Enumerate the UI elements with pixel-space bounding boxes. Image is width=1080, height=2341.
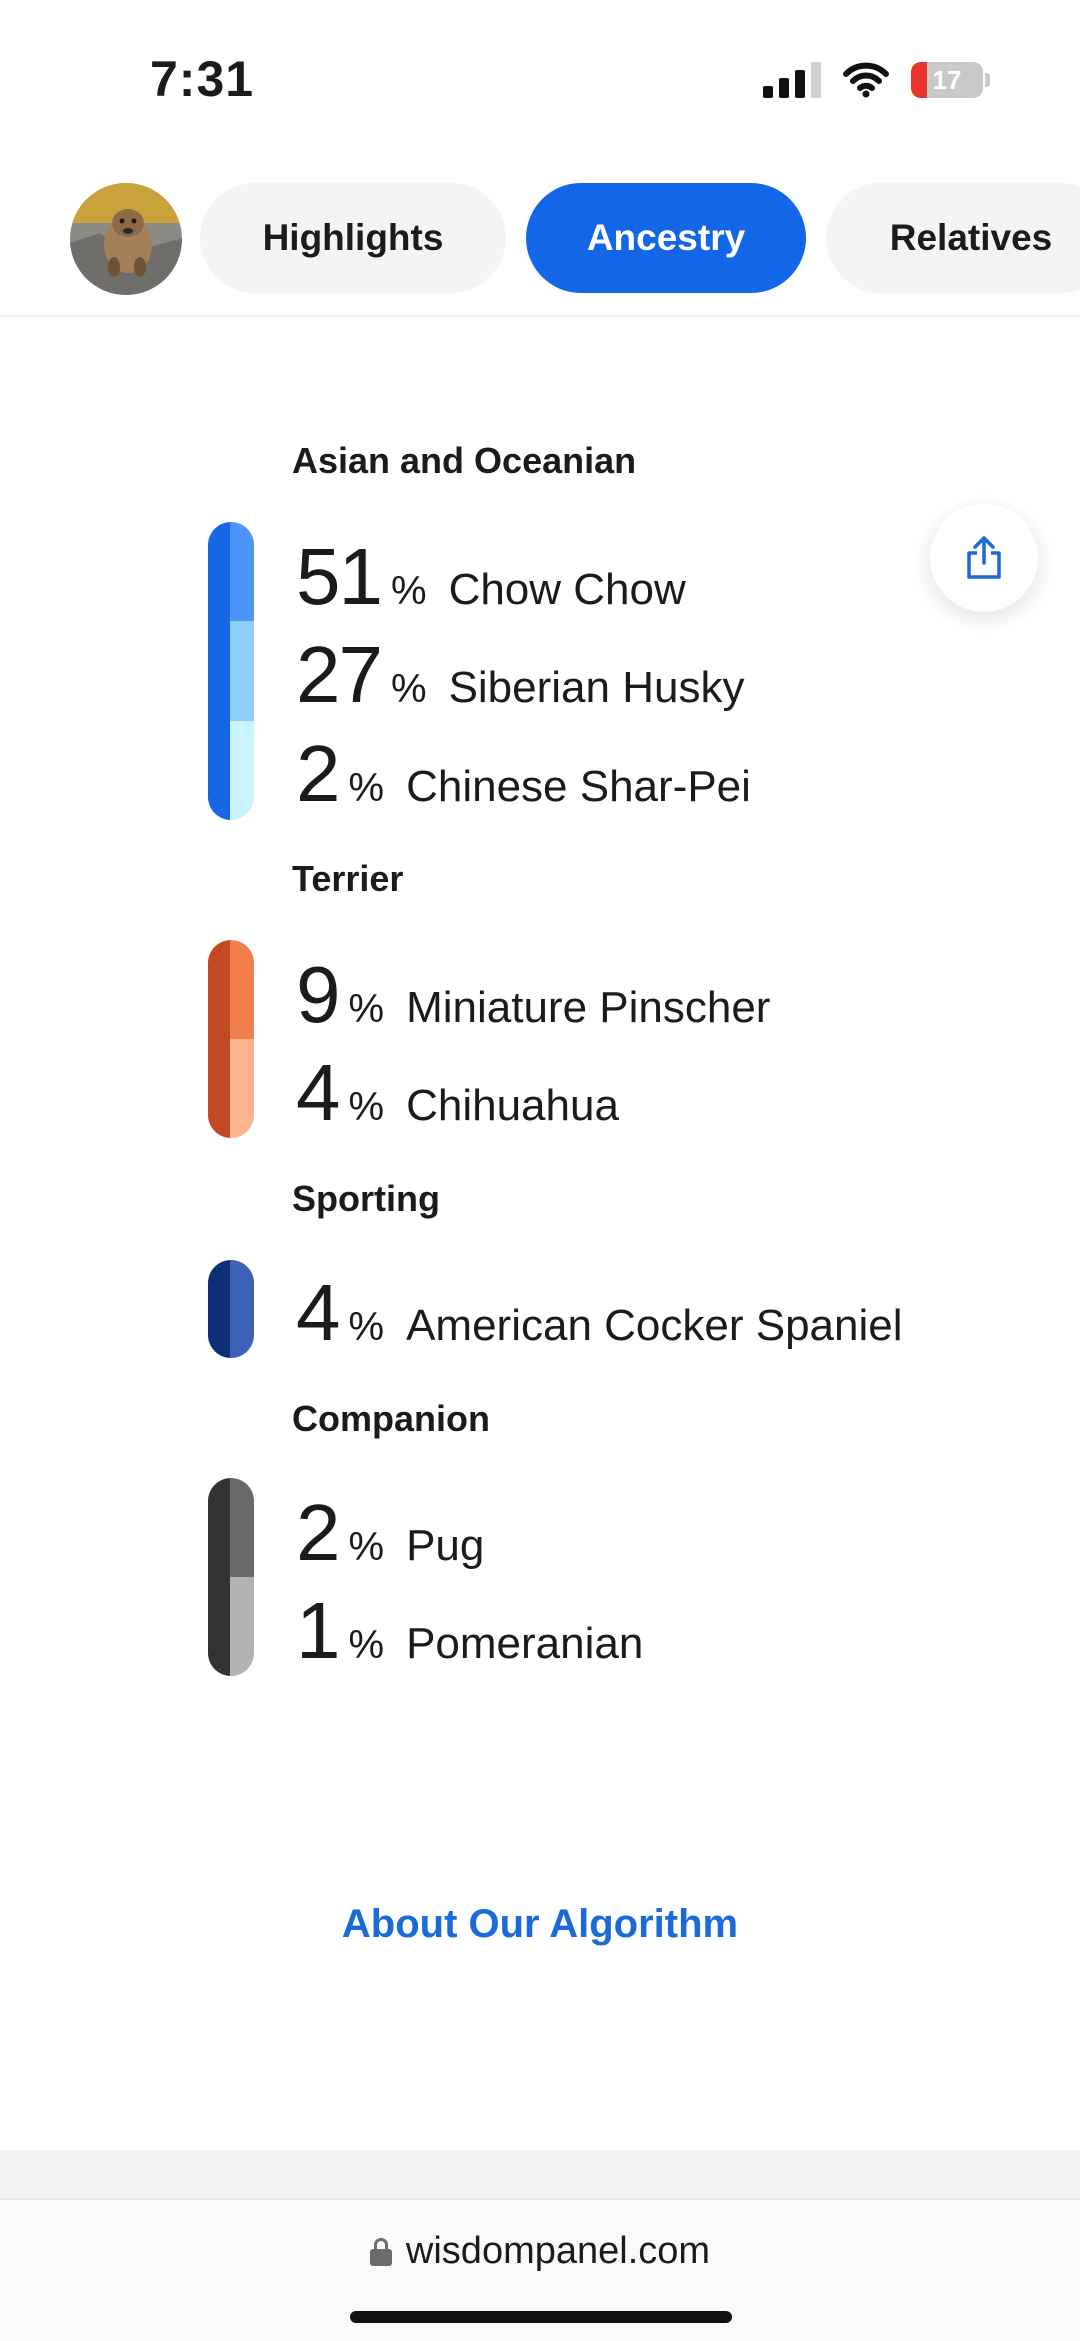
group-title-terrier: Terrier	[292, 858, 404, 899]
battery-level: 17	[932, 64, 962, 95]
breed-row-miniature-pinscher: 9 % Miniature Pinscher	[296, 950, 770, 1040]
percent-sign: %	[348, 1085, 385, 1129]
breed-row-american-cocker-spaniel: 4 % American Cocker Spaniel	[296, 1268, 903, 1358]
status-time: 7:31	[150, 51, 255, 107]
percent-sign: %	[348, 1305, 385, 1349]
percent-sign: %	[390, 569, 427, 613]
battery-tip	[985, 73, 990, 87]
ancestry-bar-sporting	[208, 1260, 254, 1358]
home-indicator[interactable]	[350, 2311, 732, 2323]
breed-name: Miniature Pinscher	[406, 983, 771, 1032]
percent-sign: %	[390, 667, 427, 711]
tab-ancestry[interactable]: Ancestry	[526, 183, 806, 293]
tab-bar: Highlights Ancestry Relatives	[0, 180, 1080, 298]
breed-percent: 51	[296, 532, 383, 621]
breed-name: Pug	[406, 1521, 485, 1570]
status-icons: 17	[763, 58, 990, 102]
share-button[interactable]	[930, 504, 1038, 612]
breed-percent: 2	[296, 729, 340, 818]
tab-relatives[interactable]: Relatives	[826, 183, 1080, 293]
breed-percent: 1	[296, 1586, 340, 1675]
wifi-icon	[843, 62, 889, 98]
breed-name: Pomeranian	[406, 1619, 644, 1668]
breed-name: Chinese Shar-Pei	[406, 762, 751, 811]
lock-icon	[369, 2237, 392, 2266]
tab-highlights[interactable]: Highlights	[200, 183, 506, 293]
dog-avatar[interactable]	[70, 183, 182, 295]
breed-percent: 4	[296, 1048, 340, 1137]
url-text: wisdompanel.com	[405, 2230, 711, 2272]
status-bar: 7:31 17	[0, 0, 1080, 150]
breed-name: Chihuahua	[406, 1081, 619, 1130]
tabs-divider	[0, 315, 1080, 317]
breed-row-pug: 2 % Pug	[296, 1488, 484, 1578]
group-title-asian-oceanian: Asian and Oceanian	[292, 440, 637, 481]
breed-percent: 9	[296, 950, 340, 1039]
breed-row-chinese-shar-pei: 2 % Chinese Shar-Pei	[296, 729, 751, 819]
ancestry-bar-terrier	[208, 940, 254, 1138]
group-title-companion: Companion	[292, 1398, 490, 1439]
breed-row-siberian-husky: 27 % Siberian Husky	[296, 630, 744, 720]
breed-name: Siberian Husky	[448, 663, 745, 712]
share-icon	[967, 536, 1001, 579]
breed-row-chow-chow: 51 % Chow Chow	[296, 532, 686, 622]
breed-percent: 2	[296, 1488, 340, 1577]
about-algorithm-link[interactable]: About Our Algorithm	[341, 1902, 739, 1946]
breed-percent: 4	[296, 1268, 340, 1357]
ancestry-bar-companion	[208, 1478, 254, 1676]
percent-sign: %	[348, 987, 385, 1031]
ancestry-bar-asian-oceanian	[208, 522, 254, 820]
breed-name: Chow Chow	[448, 565, 686, 614]
page-footer-band	[0, 2150, 1080, 2198]
group-title-sporting: Sporting	[292, 1178, 440, 1219]
breed-row-chihuahua: 4 % Chihuahua	[296, 1048, 619, 1138]
breed-row-pomeranian: 1 % Pomeranian	[296, 1586, 643, 1676]
percent-sign: %	[348, 1623, 385, 1667]
url-display[interactable]: wisdompanel.com	[0, 2230, 1080, 2273]
breed-name: American Cocker Spaniel	[406, 1301, 903, 1350]
percent-sign: %	[348, 766, 385, 810]
percent-sign: %	[348, 1525, 385, 1569]
breed-percent: 27	[296, 630, 383, 719]
battery-icon: 17	[911, 62, 983, 98]
signal-icon	[763, 62, 821, 98]
